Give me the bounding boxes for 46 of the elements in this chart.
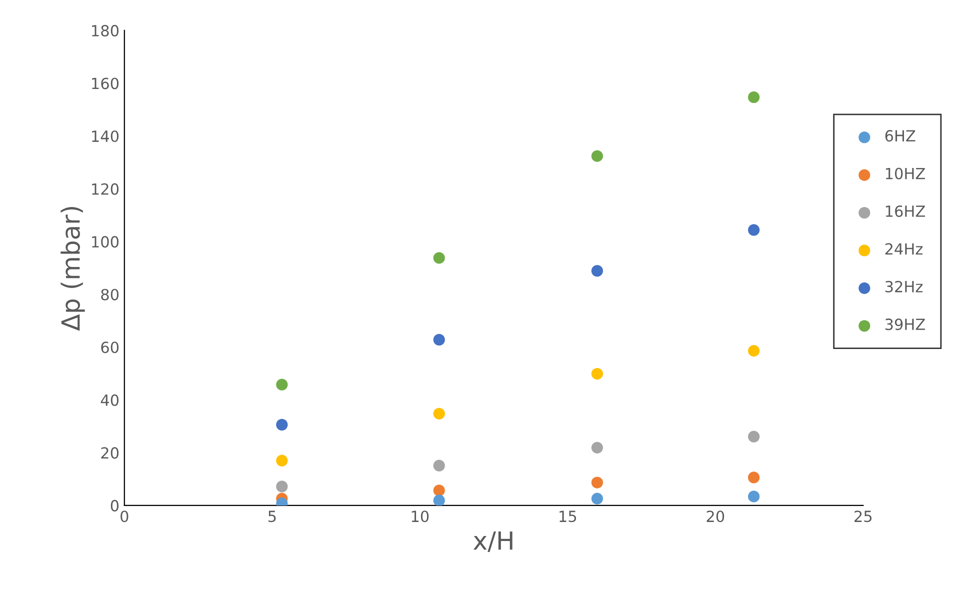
point (433, 252, 445, 264)
legend-label: 16HZ (886, 205, 925, 217)
legend-label: 10HZ (886, 168, 925, 180)
point (433, 494, 445, 506)
point (748, 430, 760, 442)
point (591, 265, 604, 277)
point (748, 490, 760, 502)
point (276, 454, 288, 466)
point (591, 492, 604, 504)
y-tick-label: 80 (101, 288, 119, 300)
point (433, 334, 445, 346)
point (748, 345, 760, 357)
point (748, 91, 760, 104)
y-tick-label: 120 (92, 183, 119, 195)
point (433, 484, 445, 496)
point (748, 472, 760, 484)
y-tick-label: 180 (92, 24, 119, 36)
y-tick-label: 0 (110, 500, 119, 512)
x-axis-title: x/H (473, 531, 512, 552)
x-tick-label: 0 (120, 510, 128, 522)
point (433, 460, 445, 472)
y-tick-label: 140 (92, 130, 119, 142)
point (276, 378, 288, 390)
y-axis-title: Δp (mbar) (60, 206, 85, 331)
y-tick-label: 160 (92, 78, 119, 90)
point (276, 480, 288, 492)
legend-label: 6HZ (885, 130, 916, 142)
y-tick-label: 20 (101, 447, 119, 459)
point (591, 476, 604, 488)
legend-label: 32Hz (885, 280, 923, 292)
x-tick-label: 20 (706, 510, 724, 522)
y-tick-label: 100 (92, 236, 119, 248)
x-tick-label: 5 (268, 510, 276, 522)
point (748, 224, 760, 236)
legend-label: 24Hz (885, 243, 923, 254)
point (591, 368, 604, 380)
legend-label: 39HZ (885, 318, 925, 330)
y-tick-label: 40 (100, 394, 119, 406)
x-tick-label: 25 (854, 510, 872, 522)
point (591, 150, 604, 162)
point (276, 418, 288, 431)
point (591, 442, 604, 454)
x-tick-label: 15 (560, 510, 576, 522)
y-tick-label: 60 (101, 342, 119, 354)
point (433, 408, 445, 420)
x-tick-label: 10 (412, 510, 429, 522)
